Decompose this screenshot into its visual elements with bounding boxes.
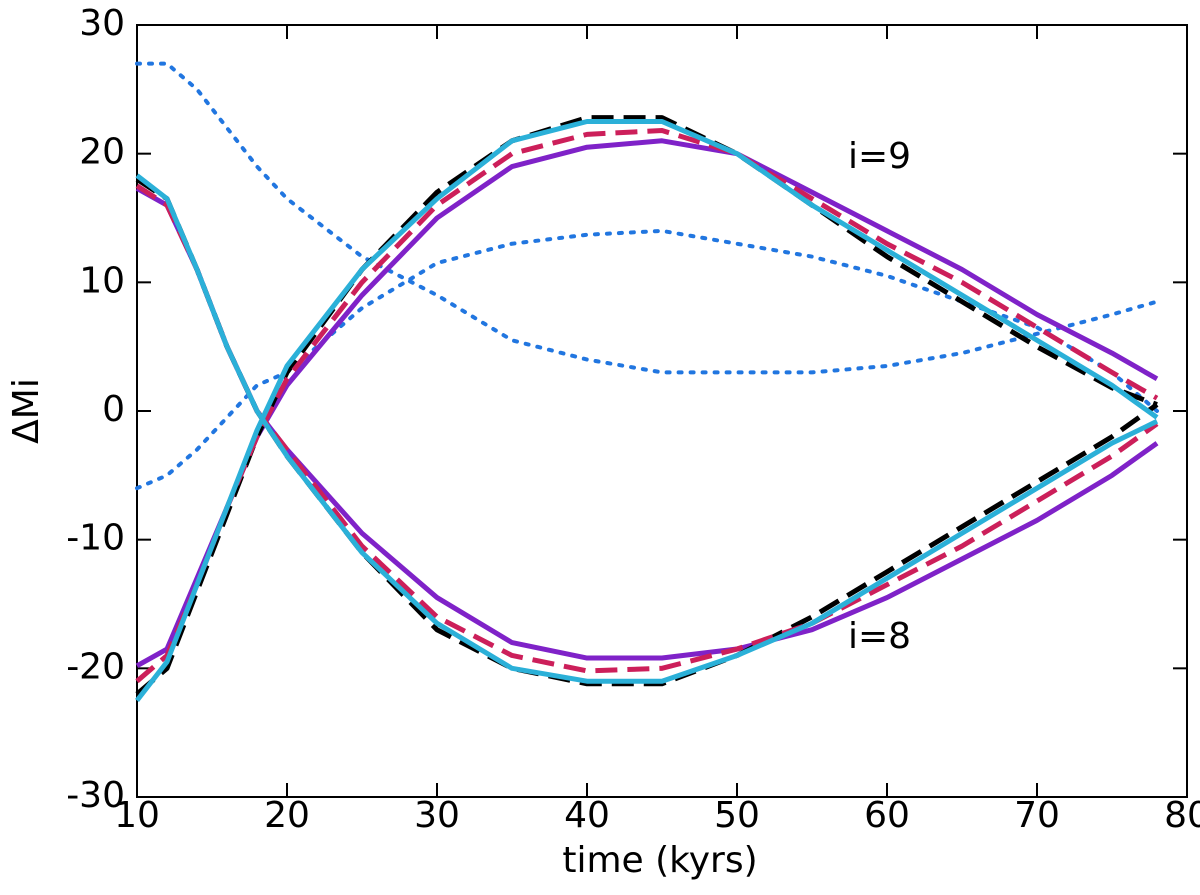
- y-tick-label: -20: [66, 646, 125, 687]
- x-tick-label: 40: [564, 795, 610, 836]
- series-line: [135, 61, 1159, 375]
- series-line: [135, 177, 1159, 687]
- annotation: i=9: [848, 136, 911, 177]
- x-tick-label: 10: [114, 795, 160, 836]
- y-tick-label: 30: [79, 3, 125, 44]
- series-line: [135, 115, 1158, 696]
- x-axis-label: time (kyrs): [562, 840, 757, 881]
- series-line: [135, 173, 1159, 684]
- x-tick-label: 70: [1014, 795, 1060, 836]
- series-line: [135, 186, 1159, 661]
- series-line: [135, 228, 1159, 491]
- x-tick-label: 50: [714, 795, 760, 836]
- y-axis-label: ΔMi: [6, 378, 47, 444]
- y-tick-label: 10: [79, 260, 125, 301]
- y-tick-label: 0: [102, 389, 125, 430]
- y-tick-label: -30: [66, 775, 125, 816]
- y-tick-label: 20: [79, 132, 125, 173]
- x-tick-label: 20: [264, 795, 310, 836]
- series-line: [135, 183, 1159, 674]
- annotation: i=8: [848, 616, 911, 657]
- x-tick-label: 80: [1164, 795, 1200, 836]
- x-tick-label: 30: [414, 795, 460, 836]
- y-tick-label: -10: [66, 518, 125, 559]
- series-line: [135, 138, 1159, 668]
- series-line: [135, 119, 1159, 703]
- x-tick-label: 60: [864, 795, 910, 836]
- series-line: [135, 128, 1159, 684]
